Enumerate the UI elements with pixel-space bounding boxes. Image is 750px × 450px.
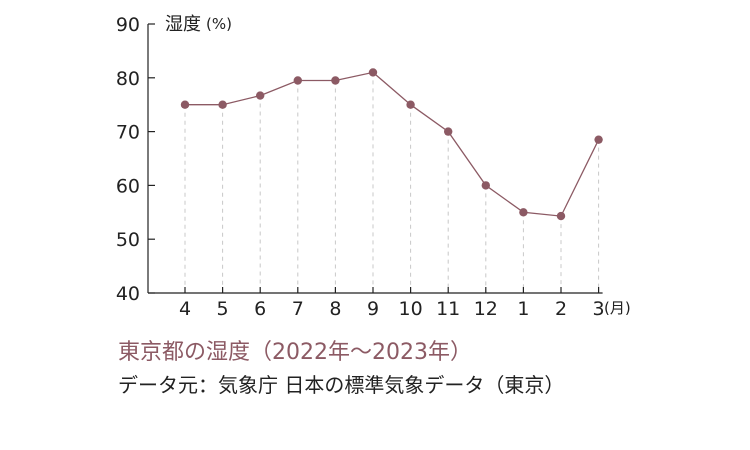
y-tick-label: 80 bbox=[116, 68, 140, 90]
data-point bbox=[519, 208, 528, 217]
x-tick-label: 8 bbox=[329, 298, 341, 320]
series-humidity bbox=[180, 68, 603, 221]
data-point bbox=[406, 100, 415, 109]
y-tick-label: 40 bbox=[116, 283, 140, 305]
y-axis-unit: (%) bbox=[206, 15, 232, 33]
data-point bbox=[481, 181, 490, 190]
data-point bbox=[180, 100, 190, 109]
data-point bbox=[594, 135, 603, 144]
data-point bbox=[444, 127, 453, 136]
vertical-gridlines bbox=[184, 72, 600, 293]
x-tick-label: 3 bbox=[593, 298, 605, 320]
x-tick-labels: 4 5 6 7 8 9 10 11 12 1 2 3 bbox=[179, 298, 605, 320]
data-point bbox=[256, 91, 265, 100]
y-tick-label: 50 bbox=[116, 229, 140, 251]
x-tick-label: 1 bbox=[517, 298, 529, 320]
x-tick-label: 10 bbox=[399, 298, 423, 320]
series-line bbox=[185, 71, 600, 217]
chart-title: 東京都の湿度（2022年〜2023年） bbox=[118, 340, 472, 365]
x-tick-label: 6 bbox=[254, 298, 266, 320]
x-tick-label: 12 bbox=[474, 298, 498, 320]
x-tick-label: 5 bbox=[217, 298, 229, 320]
data-point bbox=[368, 68, 378, 77]
y-axis-label: 湿度 bbox=[165, 14, 201, 35]
data-point bbox=[218, 100, 227, 109]
x-tick-label: 9 bbox=[367, 298, 379, 320]
x-tick-label: 7 bbox=[292, 298, 304, 320]
data-point bbox=[331, 76, 340, 85]
data-point bbox=[293, 76, 302, 85]
y-tick-label: 70 bbox=[116, 122, 140, 144]
x-tick-label: 11 bbox=[436, 298, 460, 320]
x-tick-label: 4 bbox=[179, 298, 191, 320]
y-tick-label: 60 bbox=[116, 175, 140, 197]
y-tick-label: 90 bbox=[116, 14, 140, 36]
y-tick-labels: 40 50 60 70 80 90 bbox=[116, 14, 140, 305]
x-tick-label: 2 bbox=[555, 298, 567, 320]
x-axis-unit: (月) bbox=[604, 299, 631, 317]
data-point bbox=[556, 211, 566, 221]
data-source-note: データ元：気象庁 日本の標準気象データ（東京） bbox=[118, 373, 565, 397]
axes bbox=[147, 23, 603, 294]
